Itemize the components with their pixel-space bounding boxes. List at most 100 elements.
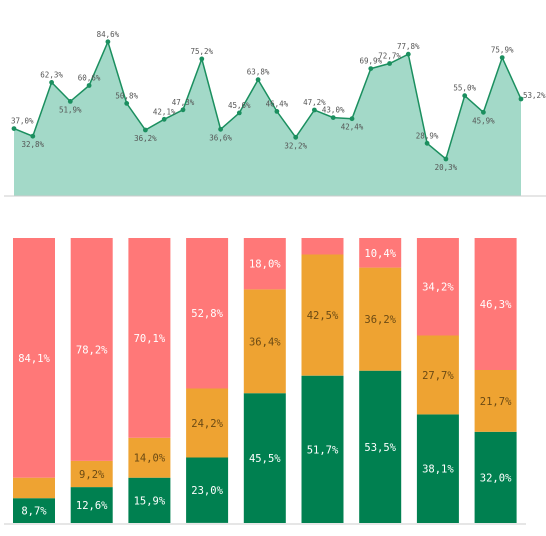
- bar-segment-green[interactable]: [243, 393, 286, 523]
- area-data-label: 84,6%: [97, 30, 120, 39]
- area-point[interactable]: [312, 107, 317, 113]
- area-point[interactable]: [481, 109, 486, 115]
- area-point[interactable]: [67, 99, 73, 104]
- bar-data-label: 23,0%: [191, 485, 223, 497]
- bar-data-label: 24,2%: [191, 418, 223, 430]
- bar-segment-red[interactable]: [128, 238, 171, 438]
- area-data-label: 53,2%: [523, 91, 546, 100]
- area-data-label: 63,8%: [247, 68, 270, 77]
- area-line: [13, 39, 522, 161]
- bar-data-label: 9,2%: [79, 469, 105, 481]
- area-data-label: 62,3%: [40, 70, 63, 79]
- area-point[interactable]: [49, 80, 54, 85]
- area-data-label: 43,0%: [322, 106, 345, 115]
- bar-segment-orange[interactable]: [13, 477, 55, 499]
- area-point[interactable]: [443, 156, 449, 162]
- bar-data-label: 10,4%: [364, 248, 396, 260]
- bar-segment-orange[interactable]: [359, 267, 402, 371]
- area-data-label: 28,9%: [416, 131, 439, 140]
- bar-data-label: 51,7%: [307, 444, 339, 456]
- area-point[interactable]: [462, 93, 468, 99]
- bar-segment-green[interactable]: [359, 370, 402, 523]
- area-point[interactable]: [86, 83, 92, 88]
- area-data-label: 42,4%: [341, 123, 364, 132]
- area-data-label: 51,9%: [59, 105, 82, 114]
- area-point[interactable]: [218, 126, 224, 132]
- bar-data-label: 42,5%: [307, 310, 339, 322]
- bar-data-label: 52,8%: [191, 308, 223, 320]
- bar-segment-red[interactable]: [186, 238, 229, 389]
- area-data-label: 55,0%: [453, 84, 476, 93]
- area-data-label: 37,0%: [11, 117, 34, 126]
- bar-segment-green[interactable]: [474, 431, 517, 523]
- area-point[interactable]: [11, 126, 17, 131]
- bar-segment-red[interactable]: [70, 238, 113, 461]
- area-point[interactable]: [124, 101, 130, 106]
- bar-segment-green[interactable]: [128, 477, 171, 523]
- bar-data-label: 12,6%: [76, 500, 108, 512]
- area-data-label: 75,2%: [191, 47, 214, 56]
- area-data-label: 50,8%: [115, 91, 138, 100]
- bar-data-label: 36,4%: [249, 336, 281, 348]
- bar-segment-red[interactable]: [13, 238, 55, 478]
- area-data-label: 20,3%: [435, 163, 458, 172]
- bar-segment-orange[interactable]: [474, 370, 517, 432]
- area-point[interactable]: [180, 107, 186, 113]
- area-point[interactable]: [368, 66, 374, 71]
- area-point[interactable]: [199, 56, 205, 62]
- bar-segment-orange[interactable]: [70, 460, 113, 488]
- bar-data-label: 34,2%: [422, 282, 454, 294]
- bar-data-label: 38,1%: [422, 464, 454, 476]
- area-data-label: 77,8%: [397, 42, 420, 51]
- area-data-label: 47,2%: [303, 98, 326, 107]
- bar-segment-orange[interactable]: [243, 289, 286, 394]
- area-point[interactable]: [143, 127, 148, 133]
- area-point[interactable]: [236, 110, 242, 116]
- area-point[interactable]: [255, 77, 261, 83]
- bar-data-label: 15,9%: [134, 495, 166, 507]
- area-point[interactable]: [105, 39, 111, 45]
- area-data-label: 42,1%: [153, 107, 176, 116]
- area-point[interactable]: [424, 140, 430, 146]
- area-point[interactable]: [330, 115, 336, 120]
- area-data-label: 69,9%: [360, 57, 383, 66]
- bar-data-label: 27,7%: [422, 370, 454, 382]
- bar-segment-green[interactable]: [186, 457, 229, 523]
- bar-segment-red[interactable]: [359, 238, 402, 268]
- area-point[interactable]: [293, 134, 299, 140]
- area-fill: [14, 41, 521, 196]
- area-data-label: 72,7%: [378, 52, 401, 61]
- bar-data-label: 46,3%: [480, 299, 512, 311]
- area-point[interactable]: [387, 61, 392, 66]
- area-point[interactable]: [405, 51, 411, 57]
- area-point[interactable]: [349, 116, 355, 122]
- bar-segment-orange[interactable]: [301, 254, 344, 376]
- area-point[interactable]: [499, 55, 505, 60]
- bar-data-label: 45,5%: [249, 453, 281, 465]
- bar-segment-orange[interactable]: [186, 388, 229, 458]
- bar-data-label: 78,2%: [76, 344, 108, 356]
- area-data-label: 60,6%: [78, 74, 101, 83]
- bar-segment-green[interactable]: [70, 487, 113, 523]
- bar-segment-red[interactable]: [301, 238, 344, 255]
- bar-segment-orange[interactable]: [128, 437, 171, 478]
- area-point[interactable]: [161, 116, 167, 122]
- bar-segment-green[interactable]: [13, 498, 55, 523]
- area-point[interactable]: [518, 96, 524, 102]
- bar-segment-red[interactable]: [243, 238, 286, 290]
- area-data-label: 32,2%: [284, 141, 307, 150]
- area-data-label: 75,9%: [491, 46, 514, 55]
- bar-segment-red[interactable]: [474, 238, 517, 370]
- bar-segment-green[interactable]: [416, 414, 459, 523]
- bar-data-label: 70,1%: [134, 333, 166, 345]
- bar-data-label: 84,1%: [18, 353, 50, 365]
- area-data-label: 45,6%: [228, 101, 251, 110]
- bar-segment-green[interactable]: [301, 375, 344, 523]
- area-data-label: 32,8%: [22, 140, 45, 149]
- bar-segment-orange[interactable]: [416, 335, 459, 415]
- bar-segment-red[interactable]: [416, 238, 459, 336]
- area-point[interactable]: [274, 109, 280, 114]
- bar-data-label: 36,2%: [364, 314, 396, 326]
- area-point[interactable]: [30, 133, 36, 139]
